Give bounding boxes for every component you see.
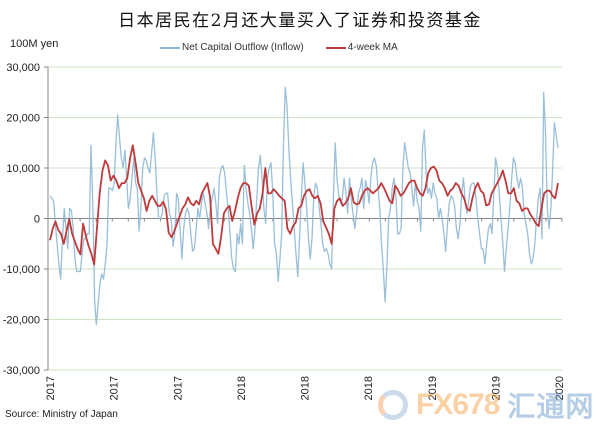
x-tick-label: 2019 [427,376,439,400]
legend-label: 4-week MA [347,42,398,53]
x-tick-label: 2017 [109,376,121,400]
legend-item-net-capital-outflow: Net Capital Outflow (Inflow) [160,42,304,53]
x-tick-label: 2017 [172,376,184,400]
legend-swatch-blue [160,46,180,49]
y-tick-label: 30,000 [6,62,40,74]
y-tick-label: 0 [34,214,40,226]
chart-title: 日本居民在2月还大量买入了证券和投资基金 [118,11,482,31]
fx678-logo-icon [378,390,408,420]
y-tick-label: -30,000 [3,365,40,377]
x-tick-label: 2019 [490,376,502,400]
watermark: FX678 汇通网 [378,385,594,425]
y-axis-unit-label: 100M yen [10,38,59,50]
legend-item-4-week-ma: 4-week MA [325,42,398,53]
watermark-cn: 汇通网 [507,391,595,422]
series-net-capital-outflow [49,86,559,326]
x-tick-label: 2018 [236,376,248,400]
source-note: Source: Ministry of Japan [5,409,118,420]
x-tick-label: 2017 [45,376,57,400]
chart-legend: Net Capital Outflow (Inflow) 4-week MA [160,42,398,53]
legend-swatch-red [325,46,346,49]
y-tick-label: -20,000 [3,315,40,327]
series-4-week-ma [49,144,559,266]
y-tick-label: 20,000 [6,113,40,125]
y-tick-label: -10,000 [3,264,40,276]
legend-label: Net Capital Outflow (Inflow) [182,42,304,53]
y-tick-label: 10,000 [6,163,40,175]
x-tick-label: 2018 [300,376,312,400]
watermark-brand: FX678 [416,388,500,421]
x-tick-label: 2020 [554,376,566,400]
x-tick-label: 2018 [363,376,375,400]
